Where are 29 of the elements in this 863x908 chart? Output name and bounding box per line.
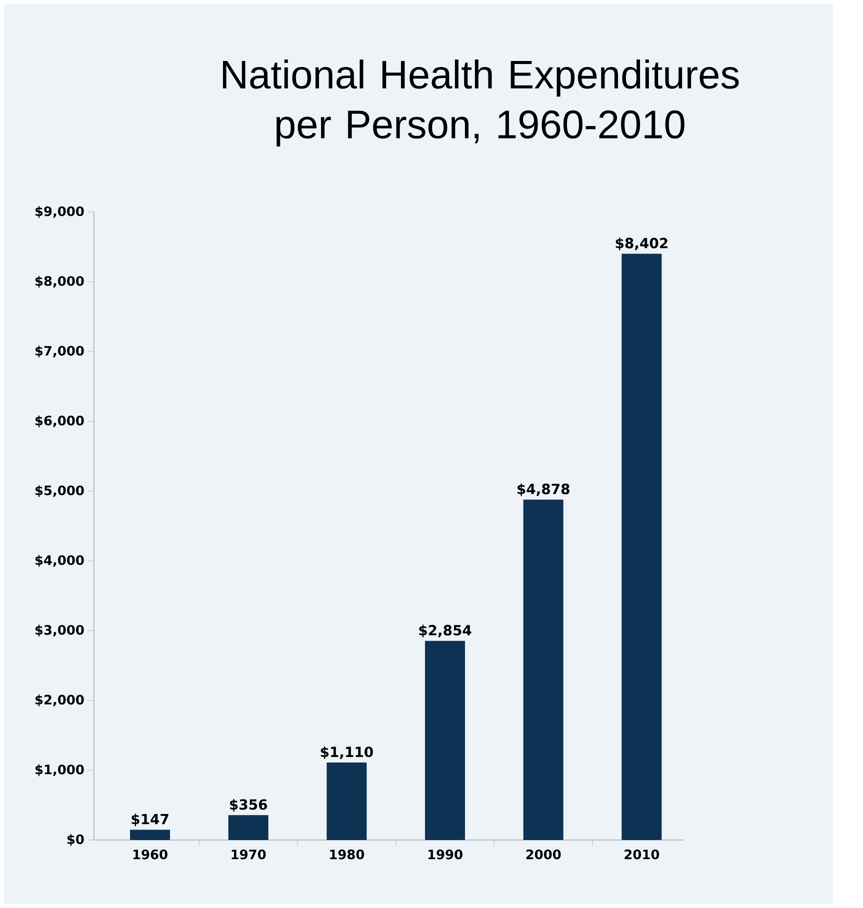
- x-tick-label: 1960: [133, 850, 168, 860]
- x-tick-label: 1990: [428, 850, 462, 860]
- y-tick-label: $6,000: [35, 415, 84, 428]
- data-label: $1,110: [320, 746, 373, 760]
- data-label: $356: [230, 798, 267, 812]
- y-tick-label: $7,000: [35, 346, 84, 358]
- y-tick-label: $1,000: [35, 764, 84, 776]
- bar: [228, 815, 268, 840]
- bar: [424, 640, 465, 840]
- y-tick-label: $4,000: [35, 555, 84, 567]
- y-tick-label: $5,000: [35, 485, 84, 497]
- x-tick-label: 2010: [624, 850, 659, 860]
- x-tick-label: 1970: [232, 850, 266, 860]
- y-tick-label: $0: [67, 834, 84, 846]
- chart-title: National Health Expenditures per Person, 1960-2010: [222, 60, 739, 146]
- y-tick-label: $9,000: [35, 206, 84, 218]
- y-tick-label: $8,000: [35, 276, 84, 288]
- bar: [523, 500, 564, 840]
- bar: [326, 762, 367, 840]
- data-label: $4,878: [517, 483, 570, 496]
- bar: [622, 254, 662, 840]
- y-tick-label: $2,000: [35, 694, 84, 706]
- x-tick-label: 2000: [526, 850, 561, 860]
- data-label: $2,854: [419, 624, 472, 638]
- data-label: $147: [132, 814, 168, 826]
- x-tick-label: 1980: [330, 850, 364, 860]
- bar: [130, 830, 170, 840]
- y-tick-label: $3,000: [35, 624, 84, 637]
- data-label: $8,402: [616, 238, 668, 250]
